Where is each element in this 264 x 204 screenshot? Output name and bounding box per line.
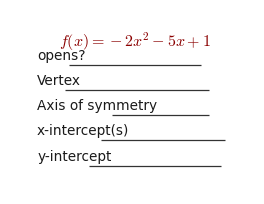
- Text: y-intercept: y-intercept: [37, 150, 111, 164]
- Text: $f(x) = -2x^2 - 5x + 1$: $f(x) = -2x^2 - 5x + 1$: [59, 31, 211, 53]
- Text: opens?: opens?: [37, 49, 86, 63]
- Text: Vertex: Vertex: [37, 74, 81, 88]
- Text: Axis of symmetry: Axis of symmetry: [37, 99, 157, 113]
- Text: x-intercept(s): x-intercept(s): [37, 124, 129, 138]
